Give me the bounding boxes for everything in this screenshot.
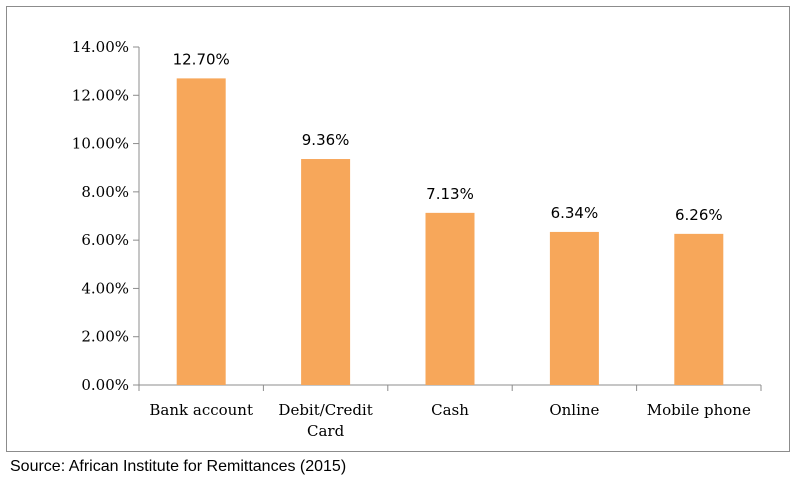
- chart-frame: 0.00% 2.00% 4.00% 6.00% 8.00% 10.00% 12.00% 14.…: [6, 6, 790, 452]
- bar-2: [425, 212, 475, 385]
- data-label-3: 6.34%: [551, 204, 599, 222]
- source-note: Source: African Institute for Remittance…: [10, 458, 347, 475]
- y-tick-label: 12.00%: [72, 86, 129, 104]
- bar-chart: 0.00% 2.00% 4.00% 6.00% 8.00% 10.00% 12.00% 14.…: [72, 38, 762, 440]
- y-tick-label: 0.00%: [81, 376, 129, 394]
- category-label-1: Debit/Credit: [278, 401, 372, 419]
- category-label-3: Online: [549, 401, 599, 419]
- y-tick-label: 14.00%: [72, 38, 129, 56]
- y-tick-label: 2.00%: [81, 328, 129, 346]
- category-label-1: Card: [307, 422, 345, 440]
- category-label-4: Mobile phone: [647, 401, 751, 419]
- category-label-2: Cash: [431, 401, 469, 419]
- data-label-2: 7.13%: [426, 185, 474, 203]
- y-tick-label: 10.00%: [72, 135, 129, 153]
- y-tick-label: 6.00%: [81, 231, 129, 249]
- bar-1: [301, 159, 351, 385]
- data-label-4: 6.26%: [675, 206, 723, 224]
- y-tick-label: 4.00%: [81, 279, 129, 297]
- bar-3: [549, 231, 599, 385]
- category-label-0: Bank account: [149, 401, 253, 419]
- data-label-0: 12.70%: [173, 50, 230, 68]
- y-tick-label: 8.00%: [81, 183, 129, 201]
- bar-4: [674, 233, 724, 385]
- bar-0: [176, 78, 226, 385]
- data-label-1: 9.36%: [302, 131, 350, 149]
